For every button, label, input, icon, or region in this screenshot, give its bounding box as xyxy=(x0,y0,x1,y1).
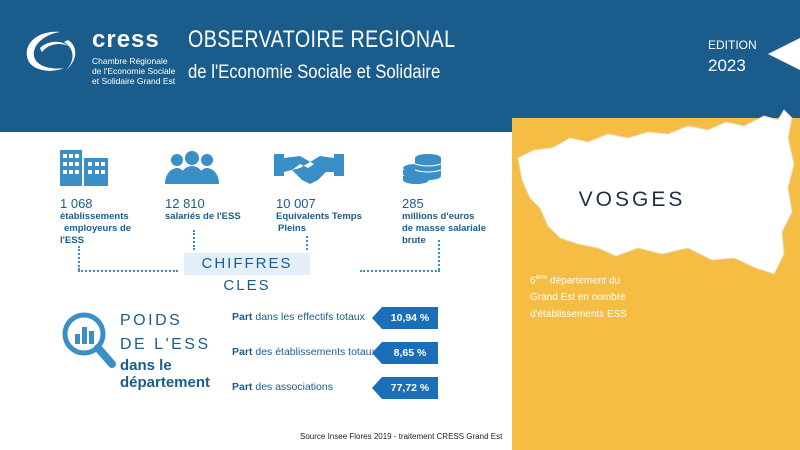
part-label-associations: Part des associations xyxy=(232,381,333,393)
stat-value-etablissements: 1 068 xyxy=(60,196,93,211)
rank-text-2: Grand Est en nombre xyxy=(530,292,626,304)
stat-label-line: millions d'euros xyxy=(402,211,475,222)
department-rank: 6ème département du Grand Est en nombre … xyxy=(530,270,690,323)
connector-line xyxy=(306,236,308,250)
poids-title-1: POIDS xyxy=(120,312,183,329)
stat-label-masse-salariale: millions d'euros de masse salariale brut… xyxy=(402,211,486,247)
logo-sub-line-1: Chambre Régionale xyxy=(92,56,168,66)
stat-label-line: établissements xyxy=(60,211,129,222)
logo-sub-line-2: de l'Economie Sociale xyxy=(92,66,176,76)
coins-icon xyxy=(403,154,442,184)
stat-label-line: employeurs de xyxy=(64,223,132,234)
part-rest: dans les effectifs totaux xyxy=(252,311,365,323)
rank-text-3: d'établissements ESS xyxy=(530,309,627,321)
part-label-effectifs: Part dans les effectifs totaux xyxy=(232,311,365,323)
logo-subtitle: Chambre Régionale de l'Economie Sociale … xyxy=(92,56,175,86)
people-icon xyxy=(165,151,219,184)
magnifier-chart-icon xyxy=(62,312,116,368)
poids-title-3b: département xyxy=(120,374,211,391)
stat-value-etp: 10 007 xyxy=(276,196,316,211)
logo-text: cress xyxy=(92,26,160,53)
part-rest: des établissements totaux xyxy=(252,346,377,358)
stat-value-salaries: 12 810 xyxy=(165,196,205,211)
cress-logo-icon xyxy=(26,31,76,71)
connector-line xyxy=(78,246,80,270)
part-value-associations: 77,72 % xyxy=(372,377,438,399)
part-value-effectifs: 10,94 % xyxy=(372,307,438,329)
page-title: OBSERVATOIRE REGIONAL xyxy=(188,26,456,53)
part-bold: Part xyxy=(232,346,253,358)
logo-sub-line-3: et Solidaire Grand Est xyxy=(92,76,176,86)
stat-label-line: Equivalents Temps xyxy=(276,211,362,222)
stat-value-masse-salariale: 285 xyxy=(402,196,424,211)
chiffres-cles-label: CHIFFRES CLES xyxy=(184,253,310,294)
part-label-etablissements: Part des établissements totaux xyxy=(232,346,377,358)
poids-title-2: DE L'ESS xyxy=(120,336,211,353)
part-value-etablissements: 8,65 % xyxy=(372,342,438,364)
poids-title-3: dans le département xyxy=(120,357,210,391)
stat-label-line: Pleins xyxy=(278,223,306,234)
rank-number: 6 xyxy=(530,275,536,287)
buildings-icon xyxy=(60,150,108,186)
connector-line xyxy=(360,270,440,272)
poids-title-3a: dans le xyxy=(120,357,172,374)
rank-text-1: département du xyxy=(547,275,621,287)
stat-label-line: salariés de l'ESS xyxy=(165,211,241,222)
edition-arrow-icon xyxy=(768,38,800,70)
stat-label-etablissements: établissements employeurs de l'ESS xyxy=(60,211,131,247)
page-subtitle: de l'Economie Sociale et Solidaire xyxy=(188,62,441,83)
rank-suffix: ème xyxy=(535,275,548,281)
department-name: VOSGES xyxy=(578,188,686,211)
header-banner: cress Chambre Régionale de l'Economie So… xyxy=(0,0,800,132)
part-rest: des associations xyxy=(252,381,333,393)
stat-label-etp: Equivalents Temps Pleins xyxy=(276,211,362,235)
vosges-map-icon xyxy=(517,109,795,275)
connector-line xyxy=(438,240,440,270)
handshake-icon xyxy=(274,154,344,184)
source-note: Source Insee Flores 2019 - traitement CR… xyxy=(300,432,503,441)
connector-line xyxy=(78,270,178,272)
edition-label: EDITION xyxy=(708,38,757,52)
stat-label-line: l'ESS xyxy=(60,235,84,246)
part-bold: Part xyxy=(232,311,253,323)
stat-label-line: brute xyxy=(402,235,426,246)
edition-year: 2023 xyxy=(708,56,746,75)
stat-label-salaries: salariés de l'ESS xyxy=(165,211,241,223)
part-bold: Part xyxy=(232,381,253,393)
connector-line xyxy=(193,230,195,250)
stat-label-line: de masse salariale xyxy=(402,223,486,234)
